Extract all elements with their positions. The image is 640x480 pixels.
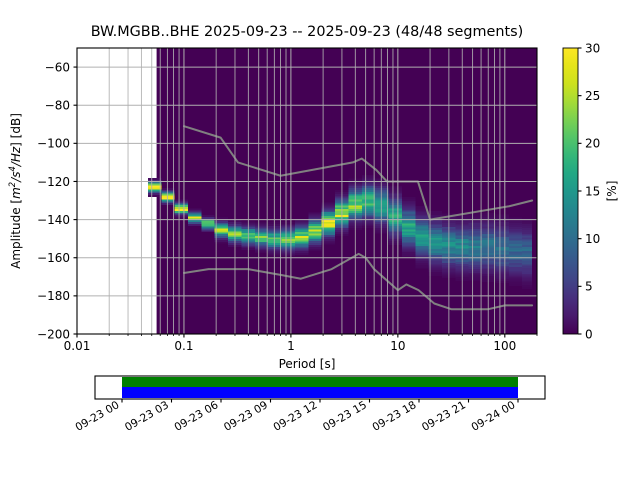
y-tick-label: −180	[37, 289, 70, 303]
axes-gridlines	[76, 48, 538, 335]
colorbar-gradient	[563, 48, 578, 334]
colorbar-tick-label: 30	[585, 41, 600, 55]
colorbar-tick-label: 15	[585, 184, 600, 198]
timeline-tick-label: 09-23 00	[73, 398, 122, 434]
histogram-cells	[147, 174, 533, 290]
y-tick-label: −120	[37, 175, 70, 189]
x-axis-label: Period [s]	[279, 357, 336, 371]
colorbar-tick-label: 20	[585, 137, 600, 151]
main-axes-frame	[76, 47, 538, 335]
y-tick-label: −160	[37, 251, 70, 265]
psd-segments-bar[interactable]	[122, 387, 518, 398]
colorbar-tick-label: 0	[585, 327, 593, 341]
y-axis-label: Amplitude [m2/s4/Hz] [dB]	[7, 113, 23, 269]
x-tick-label: 100	[493, 339, 516, 353]
data-coverage-bar[interactable]	[122, 377, 518, 387]
timeline-tick-label: 09-23 06	[172, 398, 221, 434]
timeline-tick-label: 09-23 09	[221, 398, 270, 434]
colorbar-tick-label: 5	[585, 280, 593, 294]
ppsd-histogram	[147, 48, 537, 334]
colorbar-tick-label: 25	[585, 89, 600, 103]
colorbar-label: [%]	[605, 181, 619, 202]
timeline-tick-label: 09-24 00	[469, 398, 518, 434]
page-title: BW.MGBB..BHE 2025-09-23 -- 2025-09-23 (4…	[91, 24, 524, 40]
y-tick-label: −140	[37, 213, 70, 227]
x-tick-label: 1	[287, 339, 295, 353]
timeline-tick-label: 09-23 18	[370, 398, 419, 434]
timeline-tick-label: 09-23 15	[320, 398, 369, 434]
x-tick-label: 10	[390, 339, 405, 353]
x-tick-label: 0.1	[174, 339, 193, 353]
timeline-ticks: 09-23 00 09-23 03 09-23 06 09-23 09 09-23 12…	[73, 398, 519, 434]
y-axis-ticks: −60 −80 −100 −120 −140 −160 −180 −200	[37, 60, 77, 341]
colorbar-ticks: 0 5 10 15 20 25 30	[578, 41, 600, 341]
timeline-tick-label: 09-23 21	[419, 398, 468, 434]
x-tick-label: 0.01	[64, 339, 91, 353]
y-tick-label: −60	[45, 60, 70, 74]
colorbar-tick-label: 10	[585, 232, 600, 246]
timeline-tick-label: 09-23 12	[271, 398, 320, 434]
timeline-tick-label: 09-23 03	[122, 398, 171, 434]
y-tick-label: −200	[37, 327, 70, 341]
y-tick-label: −80	[45, 99, 70, 113]
y-tick-label: −100	[37, 137, 70, 151]
x-axis-ticks: 0.01 0.1 1 10 100	[64, 334, 538, 353]
